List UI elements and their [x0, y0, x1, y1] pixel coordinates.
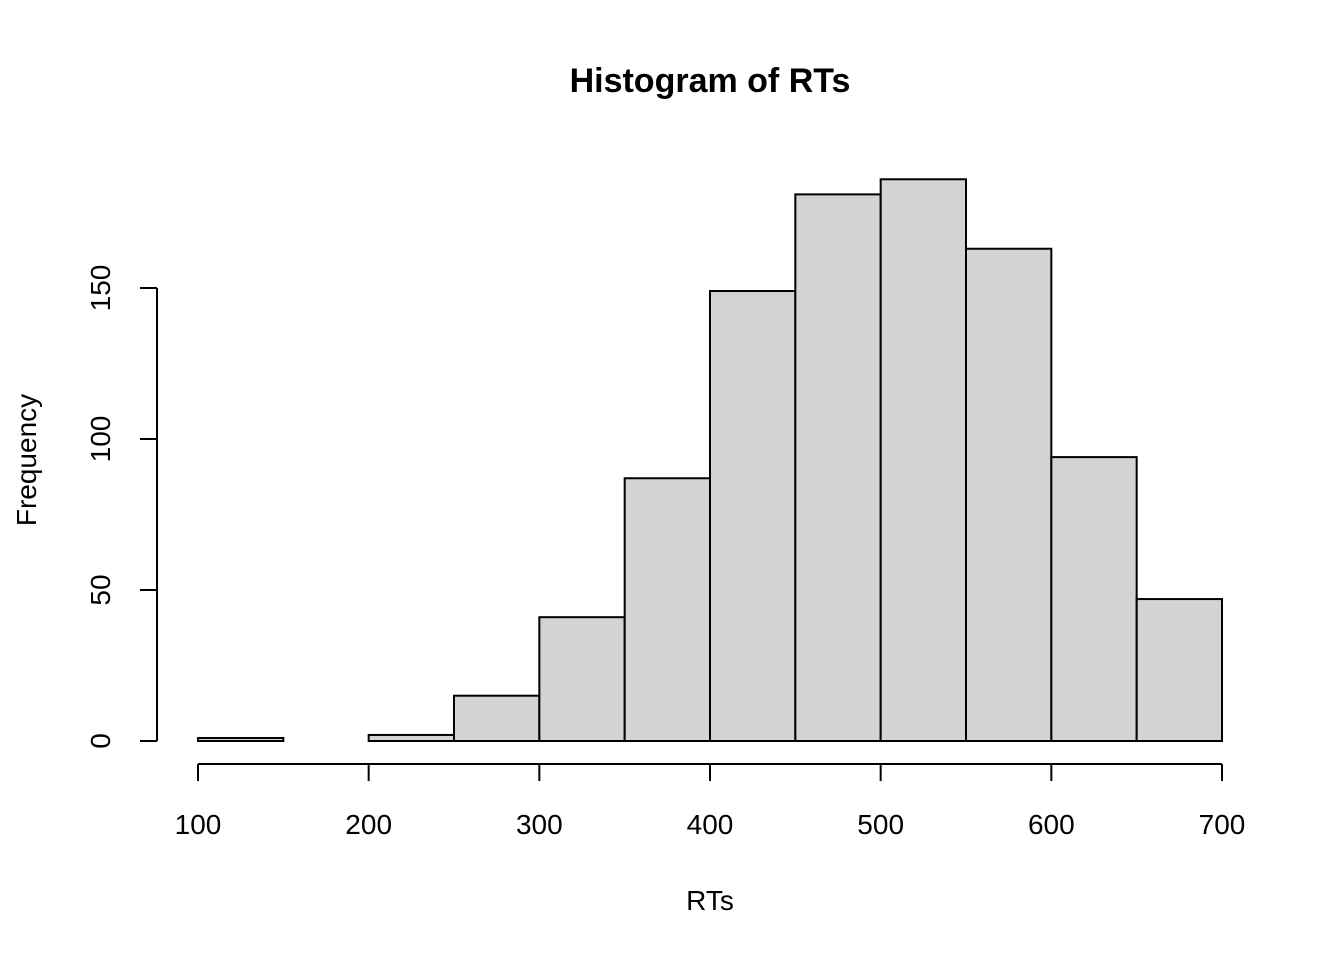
x-tick-label-3: 400	[687, 809, 734, 840]
x-axis-label: RTs	[686, 885, 734, 916]
y-tick-label-1: 50	[85, 574, 116, 605]
x-tick-label-1: 200	[345, 809, 392, 840]
histogram-bar-8	[879, 178, 968, 742]
y-tick-label-2: 100	[85, 416, 116, 463]
histogram-bar-10	[1050, 456, 1138, 742]
histogram-bar-0	[197, 736, 285, 742]
x-tick-label-2: 300	[516, 809, 563, 840]
chart-title: Histogram of RTs	[570, 62, 851, 100]
histogram-bar-6	[709, 290, 797, 742]
histogram-bar-5	[623, 477, 712, 742]
y-tick-label-3: 150	[85, 265, 116, 312]
x-tick-label-0: 100	[175, 809, 222, 840]
histogram-bar-3	[453, 694, 541, 743]
x-axis: 100 200 300 400 500 600 700	[175, 763, 1246, 840]
x-tick-label-5: 600	[1028, 809, 1075, 840]
y-axis: 0 50 100 150	[85, 265, 158, 749]
y-tick-label-0: 0	[85, 733, 116, 749]
histogram-bar-7	[794, 193, 882, 742]
x-tick-label-6: 700	[1199, 809, 1246, 840]
histogram-bar-11	[1135, 598, 1223, 742]
histogram-bar-4	[538, 616, 626, 742]
x-tick-label-4: 500	[857, 809, 904, 840]
y-axis-label: Frequency	[11, 394, 42, 526]
histogram-bar-9	[965, 247, 1053, 743]
bars-group	[197, 178, 1223, 743]
histogram-bar-2	[367, 733, 455, 743]
